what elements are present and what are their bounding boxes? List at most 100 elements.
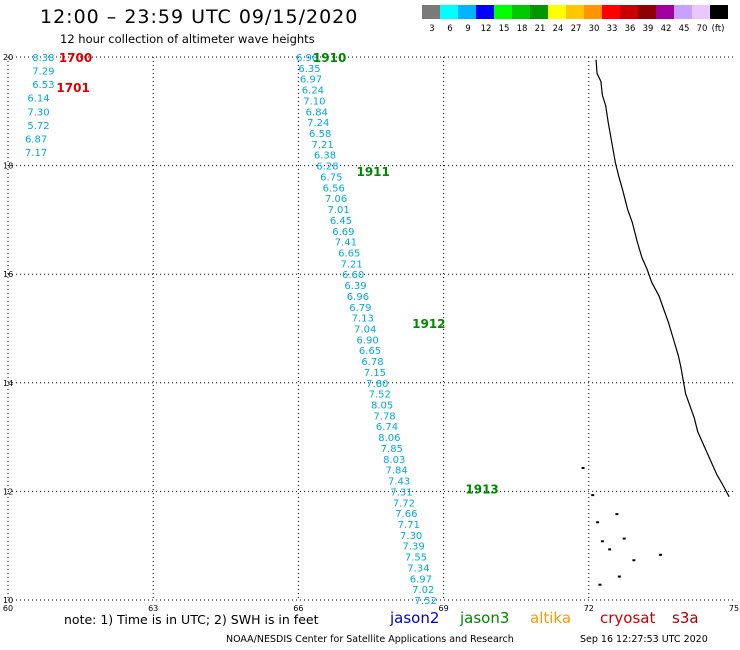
swh-value: 6.56: [323, 183, 345, 194]
coastline: [581, 59, 730, 586]
colorbar-label: 39: [643, 24, 654, 34]
lon-tick-label: 69: [439, 604, 449, 613]
swh-value: 7.21: [341, 259, 363, 270]
colorbar-swatch: [602, 5, 620, 19]
swh-value: 7.04: [354, 325, 376, 336]
pass-time-label: 1700: [59, 51, 92, 65]
swh-value: 6.97: [410, 574, 432, 585]
colorbar-swatch: [530, 5, 548, 19]
lat-lon-grid: [7, 56, 734, 601]
swh-value: 6.14: [27, 94, 49, 105]
swh-value: 7.80: [366, 379, 388, 390]
island-mark: [600, 540, 604, 543]
lon-tick-label: 60: [3, 604, 13, 613]
swh-value: 6.96: [347, 292, 369, 303]
credit-text: NOAA/NESDIS Center for Satellite Applica…: [226, 634, 514, 645]
swh-value: 6.24: [302, 86, 324, 97]
swh-value: 6.84: [306, 107, 328, 118]
swh-value: 7.52: [415, 596, 437, 607]
pass-time-label: 1912: [412, 317, 445, 331]
colorbar-swatch: [512, 5, 530, 19]
colorbar-label: 3: [429, 24, 434, 34]
swh-value: 6.35: [298, 64, 320, 75]
swh-value: 6.38: [314, 151, 336, 162]
satellite-legend-s3a: s3a: [672, 609, 699, 627]
colorbar-swatch: [692, 5, 710, 19]
swh-value: 7.52: [369, 390, 391, 401]
swh-value: 7.84: [386, 466, 408, 477]
swh-value: 7.43: [388, 477, 410, 488]
swh-value: 6.90: [356, 335, 378, 346]
island-mark: [608, 548, 612, 551]
swh-value: 6.45: [330, 216, 352, 227]
colorbar-label: 18: [517, 24, 528, 34]
lat-tick-label: 12: [3, 487, 13, 496]
swh-value: 5.72: [27, 121, 49, 132]
colorbar-swatch: [422, 5, 440, 19]
satellite-legend-altika: altika: [530, 609, 572, 627]
colorbar-swatch: [440, 5, 458, 19]
swh-value: 7.55: [405, 553, 427, 564]
island-mark: [615, 513, 619, 516]
swh-value: 7.30: [27, 107, 49, 118]
swh-value: 6.97: [300, 75, 322, 86]
lat-tick-label: 10: [3, 596, 13, 605]
swh-value: 6.87: [25, 134, 47, 145]
swh-value: 7.31: [390, 487, 412, 498]
lon-tick-label: 66: [293, 604, 303, 613]
island-mark: [581, 466, 585, 469]
colorbar-swatch: [548, 5, 566, 19]
swh-value: 7.17: [25, 148, 47, 159]
pass-time-label: 1910: [313, 51, 346, 65]
swh-value: 6.69: [332, 227, 354, 238]
swh-value: 6.53: [32, 80, 54, 91]
swh-value: 7.15: [364, 368, 386, 379]
colorbar-swatch: [566, 5, 584, 19]
swh-value: 7.02: [412, 585, 434, 596]
page-title: 12:00 – 23:59 UTC 09/15/2020: [40, 6, 359, 28]
island-mark: [617, 575, 621, 578]
swh-value: 8.06: [378, 433, 400, 444]
page-subtitle: 12 hour collection of altimeter wave hei…: [60, 32, 315, 46]
pass-time-label: 1913: [465, 483, 498, 497]
colorbar-swatch: [638, 5, 656, 19]
swh-value: 7.10: [303, 96, 325, 107]
swh-value: 7.71: [398, 520, 420, 531]
island-mark: [658, 553, 662, 556]
colorbar-label: 6: [447, 24, 452, 34]
colorbar-unit: (ft): [712, 24, 725, 34]
colorbar-swatch: [656, 5, 674, 19]
swh-value: 6.65: [359, 346, 381, 357]
swh-value: 6.98: [296, 53, 318, 64]
footer-note: note: 1) Time is in UTC; 2) SWH is in fe…: [64, 612, 319, 627]
colorbar-swatch: [476, 5, 494, 19]
colorbar-label: 33: [607, 24, 618, 34]
swh-value: 7.06: [325, 194, 347, 205]
swh-value: 6.74: [376, 422, 398, 433]
swh-value: 6.78: [361, 357, 383, 368]
colorbar-label: 36: [625, 24, 636, 34]
colorbar-swatch: [674, 5, 692, 19]
generation-timestamp: Sep 16 12:27:53 UTC 2020: [580, 634, 708, 645]
swh-value: 6.28: [316, 162, 338, 173]
swh-value: 7.78: [373, 411, 395, 422]
satellite-legend-cryosat: cryosat: [600, 609, 656, 627]
colorbar-swatch: [494, 5, 512, 19]
color-scale-legend: 3 6 9 12 15 18 21 24 27 30 33 36 39 42 45 70 (ft): [422, 5, 728, 34]
colorbar-label: 30: [589, 24, 600, 34]
colorbar-swatch: [710, 5, 728, 19]
altimeter-tracks: 8.38 7.29 6.53 6.14 7.30 5.72 6.87 7.17 1700 1701…: [25, 51, 499, 607]
island-mark: [632, 559, 636, 562]
colorbar-label: 9: [465, 24, 470, 34]
island-mark: [596, 521, 600, 524]
satellite-legend-jason2: jason2: [390, 609, 440, 627]
swh-value: 6.79: [349, 303, 371, 314]
lon-tick-label: 63: [148, 604, 158, 613]
swh-value: 7.01: [327, 205, 349, 216]
swh-value: 7.39: [402, 542, 424, 553]
satellite-legend-jason3: jason3: [460, 609, 510, 627]
colorbar-label: 42: [661, 24, 672, 34]
swh-value: 6.60: [342, 270, 364, 281]
colorbar-swatch: [458, 5, 476, 19]
